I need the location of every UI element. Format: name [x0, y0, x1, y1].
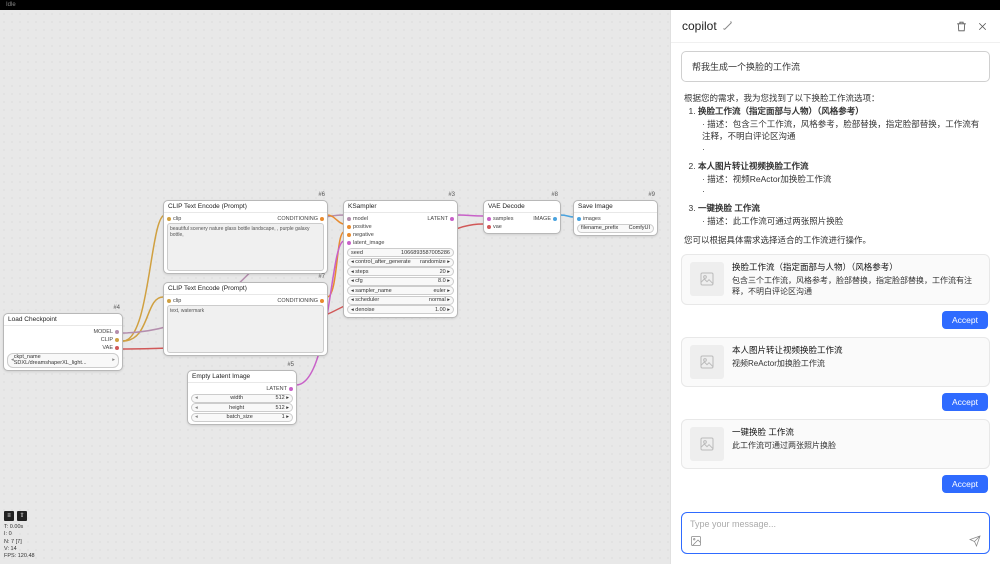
workflow-card: 一键换脸 工作流此工作流可通过两张照片换脸	[681, 419, 990, 469]
prompt-textarea[interactable]: beautiful scenery nature glass bottle la…	[167, 223, 324, 271]
node-vae-decode[interactable]: #8 VAE Decode samplesIMAGE vae	[483, 200, 561, 234]
node-title: VAE Decode	[484, 201, 560, 213]
steps-widget[interactable]: ◂ steps20 ▸	[347, 267, 454, 276]
height-widget[interactable]: ◂height512 ▸	[191, 403, 293, 412]
node-id: #3	[448, 192, 455, 198]
scheduler-widget[interactable]: ◂ schedulernormal ▸	[347, 296, 454, 305]
node-id: #6	[318, 192, 325, 198]
message-input-area[interactable]	[681, 512, 990, 554]
node-load-checkpoint[interactable]: #4 Load Checkpoint MODEL CLIP VAE ◂ckpt_…	[3, 313, 123, 371]
node-save-image[interactable]: #9 Save Image images filename_prefixComf…	[573, 200, 658, 236]
node-empty-latent[interactable]: #5 Empty Latent Image LATENT ◂width512 ▸…	[187, 370, 297, 425]
node-title: Empty Latent Image	[188, 371, 296, 383]
seed-widget[interactable]: seed1066893587005286	[347, 248, 454, 257]
width-widget[interactable]: ◂width512 ▸	[191, 394, 293, 403]
cfg-widget[interactable]: ◂ cfg8.0 ▸	[347, 277, 454, 286]
prompt-textarea[interactable]: text, watermark	[167, 305, 324, 353]
filename-widget[interactable]: filename_prefixComfyUI	[577, 224, 654, 233]
node-title: Save Image	[574, 201, 657, 213]
node-title: CLIP Text Encode (Prompt)	[164, 201, 327, 213]
node-title: CLIP Text Encode (Prompt)	[164, 283, 327, 295]
accept-button[interactable]: Accept	[942, 311, 988, 329]
canvas-stats: ≡⇧ T: 0.00s I: 0 N: 7 [7] V: 14 FPS: 120…	[4, 511, 35, 560]
list-icon[interactable]: ≡	[4, 511, 14, 521]
node-title: Load Checkpoint	[4, 314, 122, 326]
control-widget[interactable]: ◂ control_after_generaterandomize ▸	[347, 258, 454, 267]
connection-edges	[0, 10, 670, 564]
denoise-widget[interactable]: ◂ denoise1.00 ▸	[347, 305, 454, 314]
trash-icon[interactable]	[955, 20, 968, 33]
node-ksampler[interactable]: #3 KSampler modelLATENT positive negativ…	[343, 200, 458, 318]
ckpt-name-widget[interactable]: ◂ckpt_name SDXL/dreamshaperXL_light...▸	[7, 353, 119, 368]
node-id: #5	[287, 362, 294, 368]
sampler-widget[interactable]: ◂ sampler_nameeuler ▸	[347, 286, 454, 295]
batch-widget[interactable]: ◂batch_size1 ▸	[191, 413, 293, 422]
thumbnail-icon	[690, 427, 724, 461]
copilot-panel: copilot 帮我生成一个换脸的工作流 根据您的需求，我为您找到了以下换脸工作…	[670, 10, 1000, 564]
node-id: #7	[318, 274, 325, 280]
user-query: 帮我生成一个换脸的工作流	[681, 51, 990, 82]
node-clip-encode-positive[interactable]: #6 CLIP Text Encode (Prompt) clipCONDITI…	[163, 200, 328, 274]
node-clip-encode-negative[interactable]: #7 CLIP Text Encode (Prompt) clipCONDITI…	[163, 282, 328, 356]
thumbnail-icon	[690, 262, 724, 296]
node-id: #9	[648, 192, 655, 198]
node-id: #8	[551, 192, 558, 198]
image-attach-icon[interactable]	[690, 535, 702, 547]
node-title: KSampler	[344, 201, 457, 213]
send-icon[interactable]	[969, 535, 981, 547]
assistant-reply: 根据您的需求，我为您找到了以下换脸工作流选项： 换脸工作流（指定面部与人物）（风…	[681, 92, 990, 246]
upload-icon[interactable]: ⇧	[17, 511, 27, 521]
close-icon[interactable]	[976, 20, 989, 33]
status-text: Idle	[6, 2, 16, 8]
message-input[interactable]	[690, 519, 981, 529]
accept-button[interactable]: Accept	[942, 393, 988, 411]
workflow-card: 本人图片转让视频换脸工作流视频ReActor加换脸工作流	[681, 337, 990, 387]
topbar: Idle	[0, 0, 1000, 10]
thumbnail-icon	[690, 345, 724, 379]
workflow-card: 换脸工作流（指定面部与人物）（风格参考）包含三个工作流，风格参考，脸部替换，指定…	[681, 254, 990, 305]
node-canvas[interactable]: #4 Load Checkpoint MODEL CLIP VAE ◂ckpt_…	[0, 10, 670, 564]
node-id: #4	[113, 305, 120, 311]
magic-icon	[722, 20, 734, 32]
accept-button[interactable]: Accept	[942, 475, 988, 493]
panel-title: copilot	[682, 19, 734, 33]
